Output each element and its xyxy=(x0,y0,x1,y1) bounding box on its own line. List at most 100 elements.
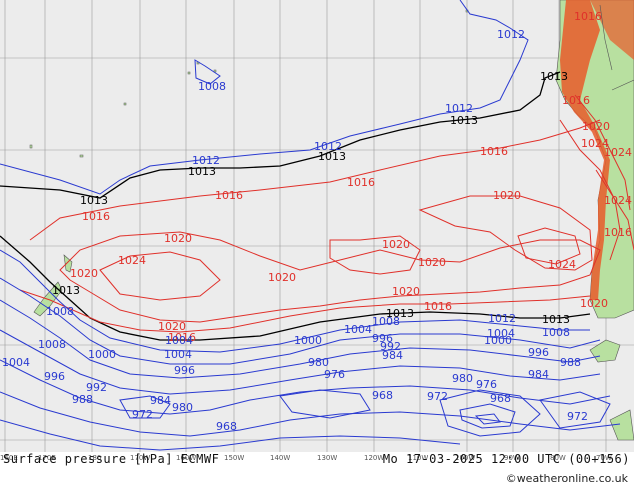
label-1016: 1016 xyxy=(574,10,602,23)
lon-label: 70W xyxy=(596,454,612,462)
lon-label: 160W xyxy=(176,454,196,462)
lon-label: 130W xyxy=(317,454,337,462)
label-1016: 1016 xyxy=(480,145,508,158)
label-972: 972 xyxy=(132,408,153,421)
label-988: 988 xyxy=(560,356,581,369)
label-1004: 1004 xyxy=(344,323,372,336)
label-1016: 1016 xyxy=(424,300,452,313)
label-996: 996 xyxy=(528,346,549,359)
pacific-islands xyxy=(29,9,469,158)
valid-time: Mo 17-03-2025 12:00 UTC (00+156) xyxy=(382,452,630,466)
label-1020: 1020 xyxy=(580,297,608,310)
label-988: 988 xyxy=(72,393,93,406)
label-1013: 1013 xyxy=(52,284,80,297)
label-992: 992 xyxy=(86,381,107,394)
label-1012: 1012 xyxy=(314,140,342,153)
lon-label: 120W xyxy=(364,454,384,462)
label-972: 972 xyxy=(427,390,448,403)
label-968: 968 xyxy=(490,392,511,405)
label-980: 980 xyxy=(172,401,193,414)
label-1013: 1013 xyxy=(450,114,478,127)
label-1016: 1016 xyxy=(347,176,375,189)
label-996: 996 xyxy=(174,364,195,377)
label-1016: 1016 xyxy=(604,226,632,239)
label-1020: 1020 xyxy=(582,120,610,133)
isobar-1013 xyxy=(0,71,591,341)
label-1024: 1024 xyxy=(604,146,632,159)
lon-label: 80W xyxy=(550,454,566,462)
label-1024: 1024 xyxy=(581,137,609,150)
label-996: 996 xyxy=(44,370,65,383)
isobar-labels-low: 1012 1012 1012 1012 1012 1008 1008 1008 … xyxy=(2,28,588,433)
label-968: 968 xyxy=(372,389,393,402)
label-1024: 1024 xyxy=(118,254,146,267)
isobar-labels-high: 1016 1016 1016 1016 1016 1016 1016 1016 … xyxy=(70,10,632,344)
label-1013: 1013 xyxy=(80,194,108,207)
isobar-labels-1013: 1013 1013 1013 1013 1013 1013 1013 1013 xyxy=(52,70,570,326)
label-1013: 1013 xyxy=(188,165,216,178)
label-1020: 1020 xyxy=(418,256,446,269)
label-980: 980 xyxy=(452,372,473,385)
label-984: 984 xyxy=(528,368,549,381)
label-1020: 1020 xyxy=(268,271,296,284)
label-1008: 1008 xyxy=(198,80,226,93)
label-996: 996 xyxy=(372,332,393,345)
label-980: 980 xyxy=(308,356,329,369)
ocean-background xyxy=(0,0,634,452)
label-1008: 1008 xyxy=(542,326,570,339)
map-title: Surface pressure [hPa] ECMWF xyxy=(3,452,220,466)
lon-label: 110W xyxy=(408,454,428,462)
isobars-high xyxy=(19,94,634,333)
label-1012: 1012 xyxy=(445,102,473,115)
label-1016: 1016 xyxy=(215,189,243,202)
lon-label: 180 xyxy=(88,454,101,462)
lon-label: 140W xyxy=(270,454,290,462)
label-1004: 1004 xyxy=(164,348,192,361)
label-1012: 1012 xyxy=(488,312,516,325)
graticule xyxy=(0,0,634,452)
label-1020: 1020 xyxy=(164,232,192,245)
label-1004: 1004 xyxy=(165,334,193,347)
label-992: 992 xyxy=(380,340,401,353)
label-984: 984 xyxy=(150,394,171,407)
label-1020: 1020 xyxy=(70,267,98,280)
lon-label: 150W xyxy=(224,454,244,462)
label-1000: 1000 xyxy=(294,334,322,347)
lon-label: 90W xyxy=(504,454,520,462)
label-1020: 1020 xyxy=(158,320,186,333)
label-1016: 1016 xyxy=(168,331,196,344)
label-1020: 1020 xyxy=(493,189,521,202)
label-1013: 1013 xyxy=(318,150,346,163)
label-1008: 1008 xyxy=(372,315,400,328)
label-1013: 1013 xyxy=(540,70,568,83)
label-1016: 1016 xyxy=(82,210,110,223)
label-1013: 1013 xyxy=(542,313,570,326)
label-1000: 1000 xyxy=(88,348,116,361)
label-976: 976 xyxy=(324,368,345,381)
lon-label: 160E xyxy=(0,454,18,462)
label-1012: 1012 xyxy=(192,154,220,167)
label-1020: 1020 xyxy=(382,238,410,251)
isobars-low xyxy=(0,0,621,451)
label-1024: 1024 xyxy=(548,258,576,271)
lon-label: 170E xyxy=(38,454,56,462)
label-1000: 1000 xyxy=(484,334,512,347)
label-976: 976 xyxy=(476,378,497,391)
label-1016: 1016 xyxy=(562,94,590,107)
label-968: 968 xyxy=(216,420,237,433)
label-1024: 1024 xyxy=(604,194,632,207)
label-1004: 1004 xyxy=(487,327,515,340)
label-1004: 1004 xyxy=(2,356,30,369)
label-1013: 1013 xyxy=(386,307,414,320)
label-1012: 1012 xyxy=(497,28,525,41)
label-1020: 1020 xyxy=(392,285,420,298)
lon-label: 100W xyxy=(455,454,475,462)
credit-link[interactable]: ©weatheronline.co.uk xyxy=(505,472,628,485)
lon-label: 170W xyxy=(130,454,150,462)
label-1008: 1008 xyxy=(46,305,74,318)
label-1008: 1008 xyxy=(38,338,66,351)
label-984: 984 xyxy=(382,349,403,362)
label-972: 972 xyxy=(567,410,588,423)
longitude-labels: 160E 170E 180 170W 160W 150W 140W 130W 1… xyxy=(0,454,612,462)
